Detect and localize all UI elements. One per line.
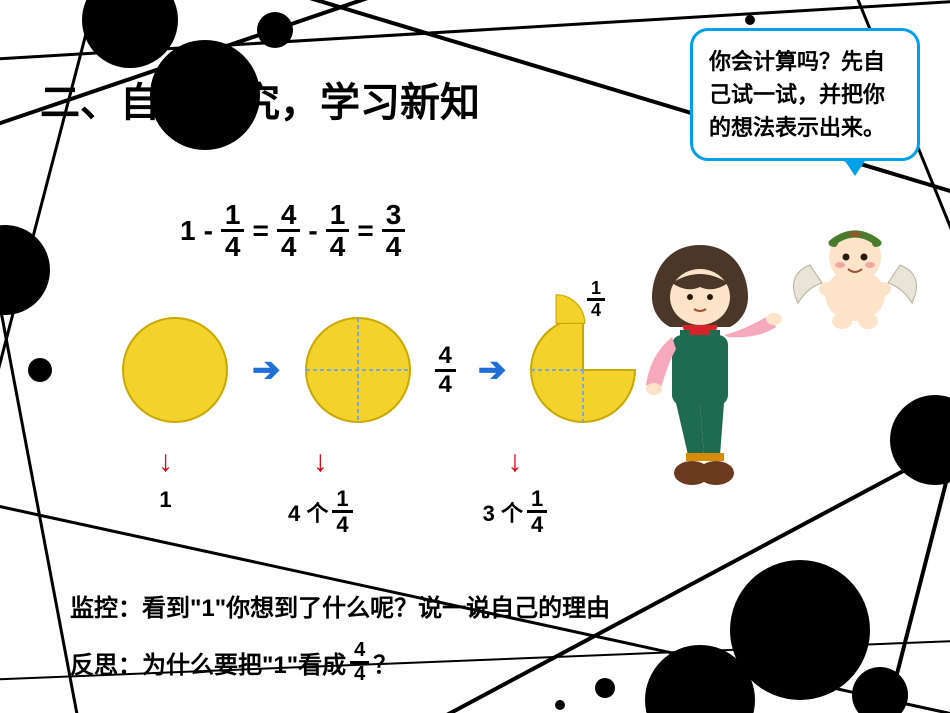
quarter-label: 1 4 <box>587 279 605 320</box>
eq-frac-1-4b: 1 4 <box>326 200 350 262</box>
eq-frac-3-4: 3 4 <box>382 200 406 262</box>
label-4-of-1-4: 4 个 1 4 <box>288 487 353 536</box>
eq-minus: - <box>308 215 317 247</box>
eq-equals: = <box>357 215 373 247</box>
equation: 1 - 1 4 = 4 4 - 1 4 = 3 4 <box>180 200 405 262</box>
circle-whole <box>120 315 230 425</box>
bottom-line-1: 监控：看到"1"你想到了什么呢？说一说自己的理由 <box>70 588 610 623</box>
page-title: 二、自主探究，学习新知 <box>40 70 480 128</box>
arrow-down-icon: ↓ <box>507 445 522 479</box>
angel-character <box>790 215 920 345</box>
arrow-down-icon: ↓ <box>313 445 328 479</box>
quarter-piece: 1 4 <box>555 275 615 335</box>
arrow-right-icon: ➔ <box>252 350 281 390</box>
arrow-down-icon: ↓ <box>158 445 173 479</box>
eq-frac-1-4: 1 4 <box>221 200 245 262</box>
label-one: 1 <box>159 487 171 513</box>
eq-frac-4-4: 4 4 <box>277 200 301 262</box>
eq-equals: = <box>252 215 268 247</box>
circle-quartered <box>303 315 413 425</box>
eq-one: 1 <box>180 215 196 247</box>
below-item-3: ↓ 3 个 1 4 <box>483 445 548 536</box>
eq-minus: - <box>204 215 213 247</box>
speech-bubble: 你会计算吗？先自己试一试，并把你的想法表示出来。 <box>690 28 920 161</box>
below-item-1: ↓ 1 <box>158 445 173 536</box>
bottom-line-2: 反思：为什么要把"1"看成 4 4 ？ <box>70 640 397 685</box>
girl-character <box>610 235 790 495</box>
below-item-2: ↓ 4 个 1 4 <box>288 445 353 536</box>
label-4-4: 4 4 <box>435 343 456 396</box>
arrow-right-icon: ➔ <box>478 350 507 390</box>
label-3-of-1-4: 3 个 1 4 <box>483 487 548 536</box>
